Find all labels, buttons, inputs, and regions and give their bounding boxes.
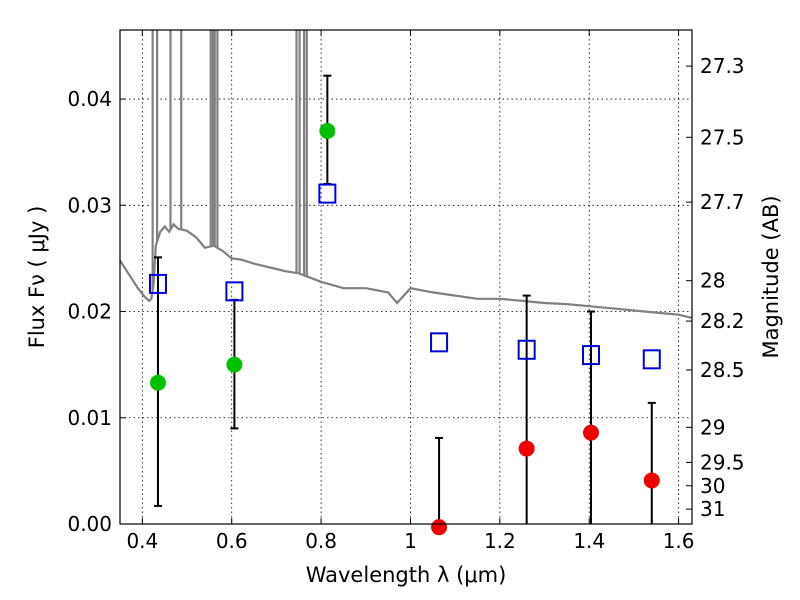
square-marker [517,339,536,360]
square-marker [642,349,661,370]
y-axis-label: Flux Fν ( μJy ) [25,206,49,349]
circle-marker [643,472,660,489]
y2-tick-label: 31 [700,497,725,521]
y2-tick-label: 27.3 [700,54,745,78]
y-tick-label: 0.04 [67,87,112,111]
model-spectrum-line [119,222,693,319]
y2-tick-label: 28.2 [700,309,745,333]
x-axis-label: Wavelength λ (μm) [306,563,507,587]
model-spectrum [119,30,693,319]
y2-axis-label: Magnitude (AB) [759,195,783,358]
x-tick-label: 0.8 [305,529,337,553]
y2-tick-label: 27.5 [700,125,745,149]
circle-marker [149,374,166,391]
y2-tick-label: 28.5 [700,358,745,382]
square-marker [225,281,244,302]
circle-marker [226,356,243,373]
circle-marker [583,424,600,441]
circle-marker [518,440,535,457]
y2-tick-label: 29 [700,415,725,439]
y2-tick-label: 27.7 [700,190,745,214]
y2-tick-label: 29.5 [700,450,745,474]
circle-marker [319,122,336,139]
x-tick-label: 1 [404,529,417,553]
square-marker [582,345,601,366]
y-tick-label: 0.00 [67,512,112,536]
x-tick-label: 1.2 [484,529,516,553]
y-tick-label: 0.02 [67,300,112,324]
data-markers [148,122,661,536]
y-tick-label: 0.01 [67,406,112,430]
y2-tick-label: 30 [700,474,725,498]
circle-marker [431,519,448,536]
y-tick-label: 0.03 [67,193,112,217]
square-marker [430,332,449,353]
grid-layer [120,30,692,525]
plot-frame [119,29,693,525]
tick-marks [120,30,692,525]
y2-tick-label: 28 [700,269,725,293]
tick-labels: 0.4 0.6 0.8 1 1.2 1.4 1.6 0.00 0.01 0.02 0.03 0.04 2… [67,54,744,553]
square-marker [148,273,167,294]
x-tick-label: 0.6 [216,529,248,553]
x-tick-label: 0.4 [126,529,158,553]
x-tick-label: 1.6 [663,529,695,553]
x-tick-label: 1.4 [573,529,605,553]
square-marker [318,183,337,204]
